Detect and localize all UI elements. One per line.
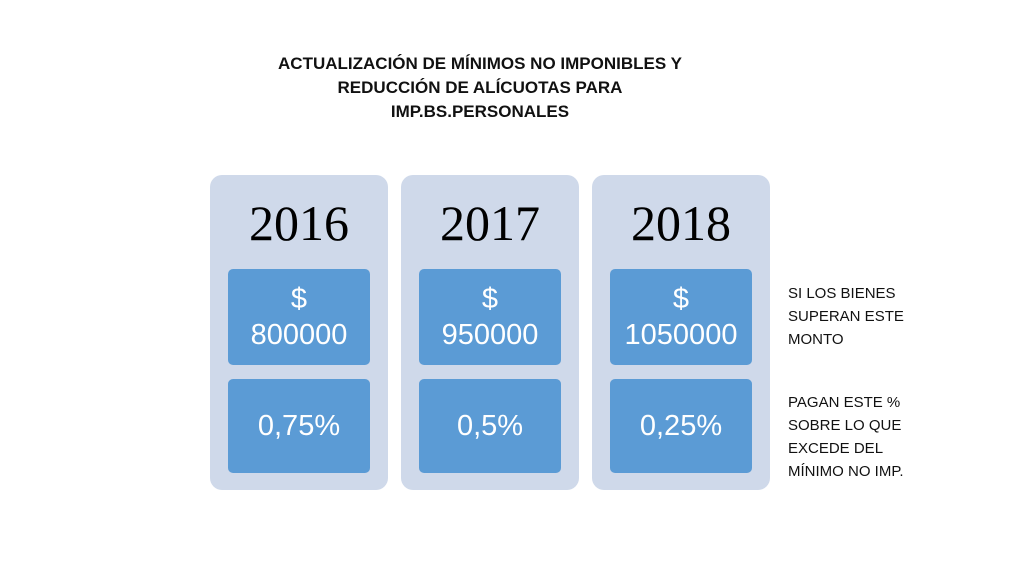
year-label: 2016 xyxy=(249,195,349,251)
title-line-2: REDUCCIÓN DE ALÍCUOTAS PARA xyxy=(337,78,623,97)
rate-box: 0,5% xyxy=(419,379,561,473)
year-column-2018: 2018 $ 1050000 0,25% xyxy=(592,175,770,490)
threshold-amount-box: $ 950000 xyxy=(419,269,561,365)
rate-note-line-2: SOBRE LO QUE xyxy=(788,417,902,434)
year-column-2017: 2017 $ 950000 0,5% xyxy=(401,175,579,490)
threshold-amount: 800000 xyxy=(250,319,348,351)
threshold-amount-box: $ 1050000 xyxy=(610,269,752,365)
currency-symbol: $ xyxy=(481,283,499,315)
threshold-note: SI LOS BIENES SUPERAN ESTE MONTO xyxy=(788,282,904,351)
rate-value: 0,5% xyxy=(456,410,524,442)
year-column-2016: 2016 $ 800000 0,75% xyxy=(210,175,388,490)
rate-note-line-3: EXCEDE DEL xyxy=(788,440,884,457)
year-label: 2017 xyxy=(440,195,540,251)
threshold-note-line-1: SI LOS BIENES xyxy=(788,285,896,302)
threshold-amount: 950000 xyxy=(441,319,539,351)
threshold-note-line-2: SUPERAN ESTE xyxy=(788,308,904,325)
rate-note: PAGAN ESTE % SOBRE LO QUE EXCEDE DEL MÍN… xyxy=(788,391,904,483)
currency-symbol: $ xyxy=(672,283,690,315)
year-label: 2018 xyxy=(631,195,731,251)
threshold-amount-box: $ 800000 xyxy=(228,269,370,365)
rate-value: 0,75% xyxy=(257,410,341,442)
title-line-1: ACTUALIZACIÓN DE MÍNIMOS NO IMPONIBLES Y xyxy=(278,54,682,73)
slide-title: ACTUALIZACIÓN DE MÍNIMOS NO IMPONIBLES Y… xyxy=(240,52,720,124)
threshold-note-line-3: MONTO xyxy=(788,331,844,348)
threshold-amount: 1050000 xyxy=(624,319,738,351)
rate-note-line-1: PAGAN ESTE % xyxy=(788,394,901,411)
rate-box: 0,75% xyxy=(228,379,370,473)
currency-symbol: $ xyxy=(290,283,308,315)
rate-note-line-4: MÍNIMO NO IMP. xyxy=(788,463,904,480)
rate-box: 0,25% xyxy=(610,379,752,473)
title-line-3: IMP.BS.PERSONALES xyxy=(390,102,570,121)
rate-value: 0,25% xyxy=(639,410,723,442)
